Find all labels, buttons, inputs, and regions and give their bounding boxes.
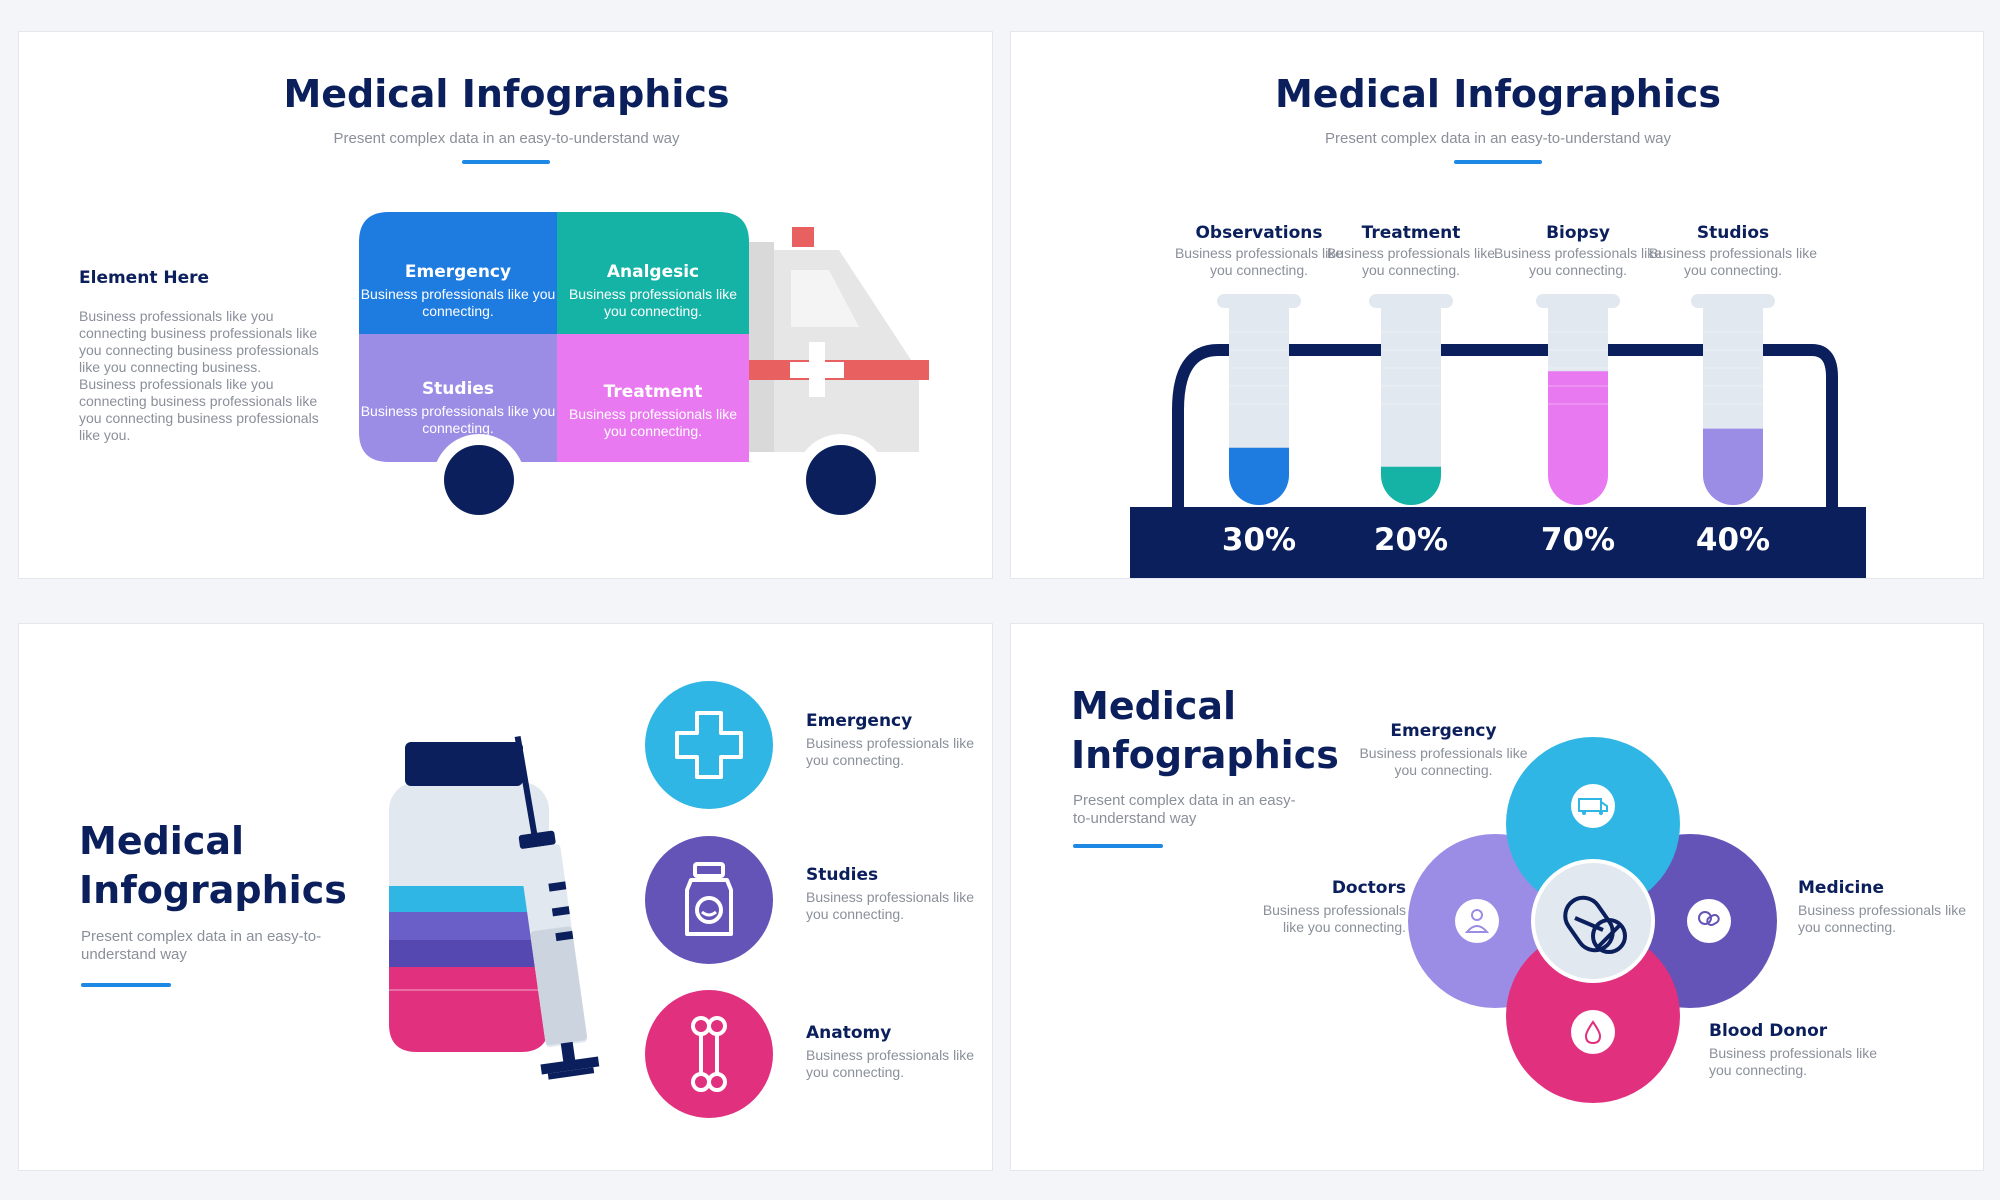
plus-icon [645, 681, 773, 809]
slide-title-line2: Infographics [1071, 733, 1339, 777]
slide-subtitle: Present complex data in an easy-to-under… [333, 130, 680, 147]
petal-doctors: Doctors Business professionals like you … [1241, 878, 1406, 936]
slide-title: Medical Infographics [283, 72, 730, 116]
ambulance-icon [1571, 784, 1615, 828]
doctor-icon [1455, 899, 1499, 943]
cell-title: Studies [421, 379, 495, 399]
cell-analgesic: Analgesic Business professionals like yo… [557, 262, 749, 320]
slide-test-tubes: Medical Infographics Present complex dat… [1010, 31, 1984, 579]
tube-title: Biopsy [1546, 223, 1610, 243]
accent-line [81, 983, 171, 987]
tube-fill [1381, 466, 1441, 505]
cell-text: Business professionals like you connecti… [568, 406, 738, 439]
tube-fill [1548, 371, 1608, 505]
flower-diagram [1408, 737, 1777, 1103]
petal-text: Business professionals like you connecti… [1798, 902, 1967, 935]
accent-line [462, 160, 550, 164]
bottle-syringe-illustration [389, 736, 600, 1080]
petal-blood-donor: Blood Donor Business professionals like … [1709, 1021, 1899, 1079]
tube-fill [1229, 447, 1289, 505]
tube-text: Business professionals like you connecti… [1174, 245, 1344, 278]
cell-text: Business professionals like you connecti… [360, 286, 556, 319]
tube-percent-label: 70% [1540, 522, 1616, 558]
pills-icon [1687, 899, 1731, 943]
petal-medicine: Medicine Business professionals like you… [1798, 878, 1978, 936]
item-studies: Studies Business professionals like you … [806, 865, 986, 923]
item-text: Business professionals like you connecti… [806, 1047, 975, 1080]
tube-text: Business professionals like you connecti… [1648, 245, 1818, 278]
petal-text: Business professionals like you connecti… [1709, 1045, 1878, 1078]
petal-title: Medicine [1798, 878, 1884, 898]
blood-drop-icon [1571, 1010, 1615, 1054]
capsule-icon [1563, 895, 1627, 954]
petal-text: Business professionals like you connecti… [1262, 902, 1406, 935]
item-title: Studies [806, 865, 879, 885]
cell-text: Business professionals like you connecti… [568, 286, 738, 319]
tube-text: Business professionals like you connecti… [1326, 245, 1496, 278]
cell-title: Emergency [404, 262, 512, 282]
slide-title: Medical Infographics [1274, 72, 1722, 116]
bottle-icon [645, 836, 773, 964]
item-text: Business professionals like you connecti… [806, 889, 975, 922]
test-tube [1217, 294, 1301, 505]
slide-title-line1: Medical [79, 819, 245, 863]
petal-emergency: Emergency Business professionals like yo… [1351, 721, 1536, 779]
petal-title: Emergency [1390, 721, 1497, 741]
item-anatomy: Anatomy Business professionals like you … [806, 1023, 986, 1081]
accent-line [1073, 844, 1163, 848]
element-text: Business professionals like you connecti… [79, 308, 319, 443]
item-emergency: Emergency Business professionals like yo… [806, 711, 986, 769]
test-tube [1691, 294, 1775, 505]
tube-title: Observations [1195, 223, 1323, 243]
cell-title: Analgesic [606, 262, 700, 282]
cell-emergency: Emergency Business professionals like yo… [359, 262, 557, 320]
tube-label: Biopsy Business professionals like you co… [1493, 223, 1663, 279]
tube-title: Treatment [1361, 223, 1461, 243]
cell-treatment: Treatment Business professionals like yo… [557, 382, 749, 440]
petal-text: Business professionals like you connecti… [1359, 745, 1528, 778]
slide-title-line2: Infographics [79, 868, 347, 912]
tube-label: Observations Business professionals like … [1174, 223, 1344, 279]
slide-bottle-syringe: Medical Infographics Present complex dat… [18, 623, 993, 1171]
cell-studies: Studies Business professionals like you … [359, 379, 557, 437]
cell-text: Business professionals like you connecti… [360, 403, 556, 436]
test-tube [1536, 294, 1620, 505]
item-title: Anatomy [806, 1023, 892, 1043]
tube-label: Studios Business professionals like you c… [1648, 223, 1818, 279]
tube-title: Studios [1696, 223, 1770, 243]
tube-percent-label: 20% [1373, 522, 1449, 558]
test-tube [1369, 294, 1453, 505]
tube-label: Treatment Business professionals like you… [1326, 223, 1496, 279]
slide-flower: Medical Infographics Present complex dat… [1010, 623, 1984, 1171]
cell-title: Treatment [603, 382, 703, 402]
petal-title: Blood Donor [1709, 1021, 1828, 1041]
petal-title: Doctors [1331, 878, 1406, 898]
slide-subtitle: Present complex data in an easy-to-under… [81, 928, 322, 963]
item-title: Emergency [806, 711, 913, 731]
item-text: Business professionals like you connecti… [806, 735, 975, 768]
bone-icon [645, 990, 773, 1118]
tube-percent-label: 30% [1221, 522, 1297, 558]
slide-subtitle: Present complex data in an easy-to-under… [1324, 130, 1672, 147]
tube-text: Business professionals like you connecti… [1493, 245, 1663, 278]
slide-title-line1: Medical [1071, 684, 1237, 728]
tube-fill [1703, 428, 1763, 505]
ambulance-illustration [359, 212, 929, 526]
element-title: Element Here [79, 268, 210, 288]
accent-line [1454, 160, 1542, 164]
tube-percent-label: 40% [1695, 522, 1771, 558]
slide-subtitle: Present complex data in an easy-to-under… [1073, 792, 1296, 827]
slide-ambulance: Medical Infographics Present complex dat… [18, 31, 993, 579]
test-tube-rack [1130, 294, 1866, 578]
